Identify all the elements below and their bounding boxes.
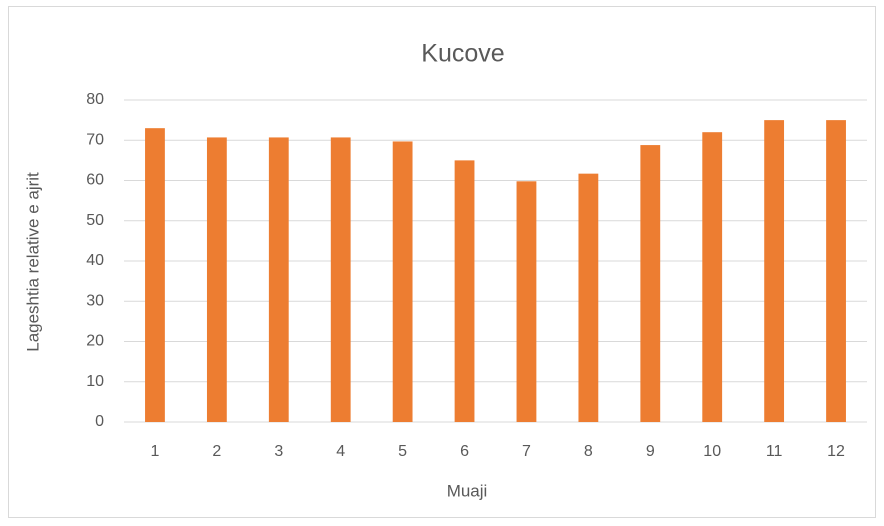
y-tick-label: 10 — [86, 373, 104, 390]
x-tick-label: 8 — [584, 443, 593, 460]
x-tick-label: 10 — [703, 443, 721, 460]
y-tick-label: 80 — [86, 91, 104, 108]
x-tick-label: 12 — [827, 443, 845, 460]
bar — [206, 137, 227, 422]
y-tick-label: 0 — [95, 413, 104, 430]
x-tick-label: 7 — [522, 443, 531, 460]
y-tick-label: 70 — [86, 131, 104, 148]
bar — [640, 145, 661, 422]
bar — [702, 132, 723, 422]
x-axis-label: Muaji — [447, 481, 488, 500]
bar — [145, 128, 165, 423]
x-tick-label: 9 — [646, 443, 655, 460]
y-axis-label: Lageshtia relative e ajrit — [23, 172, 42, 352]
x-tick-label: 1 — [151, 443, 160, 460]
x-tick-label: 4 — [336, 443, 345, 460]
chart-border — [8, 6, 876, 518]
x-tick-label: 5 — [398, 443, 407, 460]
y-tick-label: 20 — [86, 333, 104, 350]
y-tick-label: 60 — [86, 172, 104, 189]
bar — [516, 181, 537, 422]
y-tick-label: 50 — [86, 212, 104, 229]
bar — [826, 120, 846, 422]
bar — [764, 120, 785, 422]
bar — [330, 137, 351, 422]
bar — [268, 137, 289, 422]
x-tick-label: 2 — [212, 443, 221, 460]
x-tick-label: 6 — [460, 443, 469, 460]
y-tick-label: 40 — [86, 252, 104, 269]
bar — [454, 160, 475, 422]
bar — [392, 141, 413, 422]
chart-title: Kucove — [421, 40, 504, 68]
bar — [578, 173, 599, 422]
y-tick-label: 30 — [86, 292, 104, 309]
x-tick-label: 3 — [274, 443, 283, 460]
x-tick-label: 11 — [766, 443, 783, 460]
